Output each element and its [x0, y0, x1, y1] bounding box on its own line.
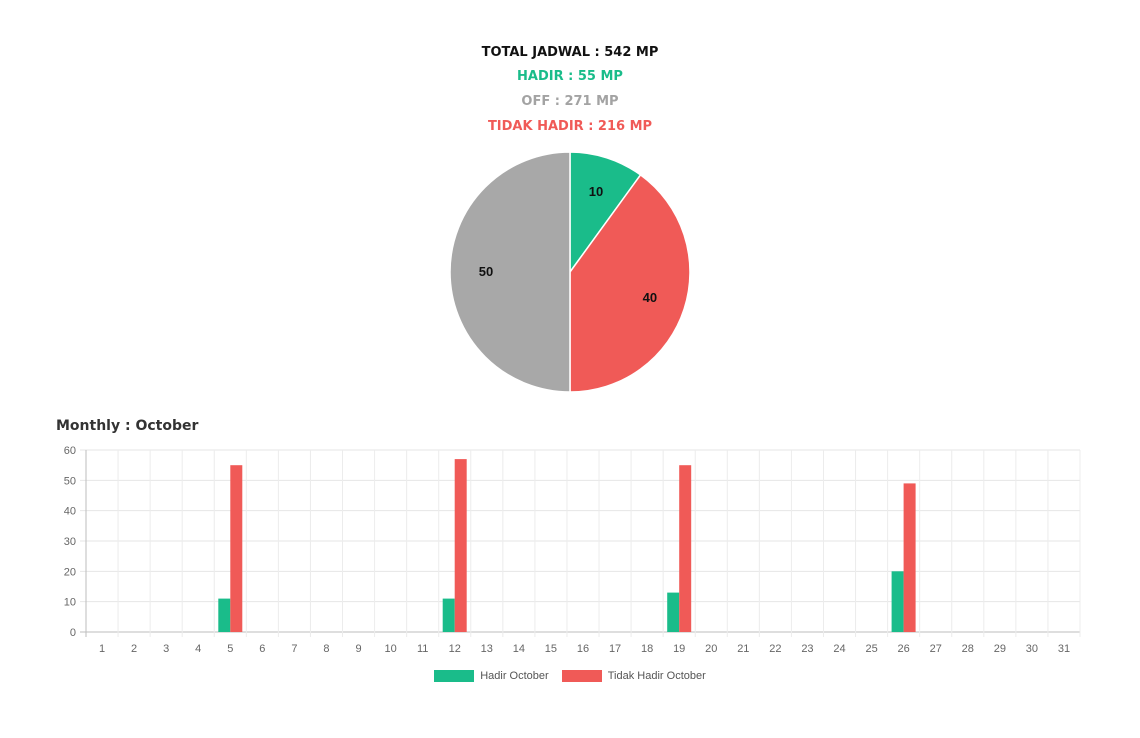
- pie-slice-1: [569, 173, 691, 393]
- bar-tidak-hadir-day-26: [903, 483, 916, 632]
- x-tick-label: 23: [801, 643, 813, 655]
- x-tick-label: 2: [131, 643, 137, 655]
- pie-label-0: 10: [589, 184, 603, 199]
- x-tick-label: 26: [898, 643, 910, 655]
- legend-item-tidak-hadir[interactable]: Tidak Hadir October: [561, 670, 706, 683]
- x-tick-label: 28: [962, 643, 974, 655]
- x-tick-label: 12: [449, 643, 461, 655]
- pie-label-1: 40: [643, 290, 657, 305]
- x-tick-label: 11: [417, 643, 428, 655]
- bar-tidak-hadir-day-12: [454, 459, 467, 632]
- y-tick-label: 20: [64, 566, 76, 578]
- x-tick-label: 6: [259, 643, 265, 655]
- summary-total: TOTAL JADWAL : 542 MP: [481, 45, 659, 60]
- x-tick-label: 18: [641, 643, 653, 655]
- pie-chart: 10 40 50: [449, 151, 691, 393]
- x-tick-label: 1: [99, 643, 105, 655]
- legend-label-hadir: Hadir October: [480, 670, 549, 683]
- x-tick-label: 8: [323, 643, 329, 655]
- y-tick-label: 0: [70, 627, 76, 639]
- legend-swatch-hadir: [434, 670, 475, 683]
- bar-hadir-day-5: [218, 598, 231, 632]
- x-tick-label: 5: [227, 643, 233, 655]
- x-tick-label: 14: [513, 643, 525, 655]
- y-tick-label: 10: [64, 597, 76, 609]
- x-tick-label: 21: [737, 643, 749, 655]
- pie-slice-2: [449, 151, 571, 393]
- chart-legend: Hadir October Tidak Hadir October: [0, 670, 1140, 683]
- x-tick-label: 20: [705, 643, 717, 655]
- x-tick-label: 10: [384, 643, 396, 655]
- bar-tidak-hadir-day-19: [679, 465, 692, 632]
- legend-swatch-tidak-hadir: [561, 670, 602, 683]
- legend-item-hadir[interactable]: Hadir October: [434, 670, 549, 683]
- legend-label-tidak-hadir: Tidak Hadir October: [607, 670, 706, 683]
- summary-off: OFF : 271 MP: [521, 94, 619, 109]
- bar-hadir-day-12: [442, 598, 455, 632]
- x-tick-label: 16: [577, 643, 589, 655]
- summary-tidak-hadir: TIDAK HADIR : 216 MP: [487, 119, 653, 134]
- y-tick-label: 50: [64, 475, 76, 487]
- x-tick-label: 25: [865, 643, 877, 655]
- x-tick-label: 24: [833, 643, 845, 655]
- pie-slice-0: [569, 151, 642, 275]
- y-tick-label: 40: [64, 506, 76, 518]
- bar-tidak-hadir-day-5: [230, 465, 243, 632]
- monthly-title: Monthly : October: [56, 418, 199, 434]
- bar-hadir-day-26: [891, 571, 904, 632]
- x-tick-label: 31: [1058, 643, 1070, 655]
- x-tick-label: 15: [545, 643, 557, 655]
- bar-hadir-day-19: [667, 592, 680, 632]
- summary-hadir: HADIR : 55 MP: [517, 69, 623, 84]
- x-tick-label: 22: [769, 643, 781, 655]
- x-tick-label: 29: [994, 643, 1006, 655]
- y-tick-label: 30: [64, 536, 76, 548]
- x-tick-label: 7: [291, 643, 297, 655]
- x-tick-label: 30: [1026, 643, 1038, 655]
- x-tick-label: 4: [195, 643, 201, 655]
- x-tick-label: 9: [355, 643, 361, 655]
- x-tick-label: 13: [481, 643, 493, 655]
- pie-label-2: 50: [479, 264, 493, 279]
- x-tick-label: 27: [930, 643, 942, 655]
- x-tick-label: 3: [163, 643, 169, 655]
- x-tick-label: 19: [673, 643, 685, 655]
- x-tick-label: 17: [609, 643, 621, 655]
- y-tick-label: 60: [64, 445, 76, 457]
